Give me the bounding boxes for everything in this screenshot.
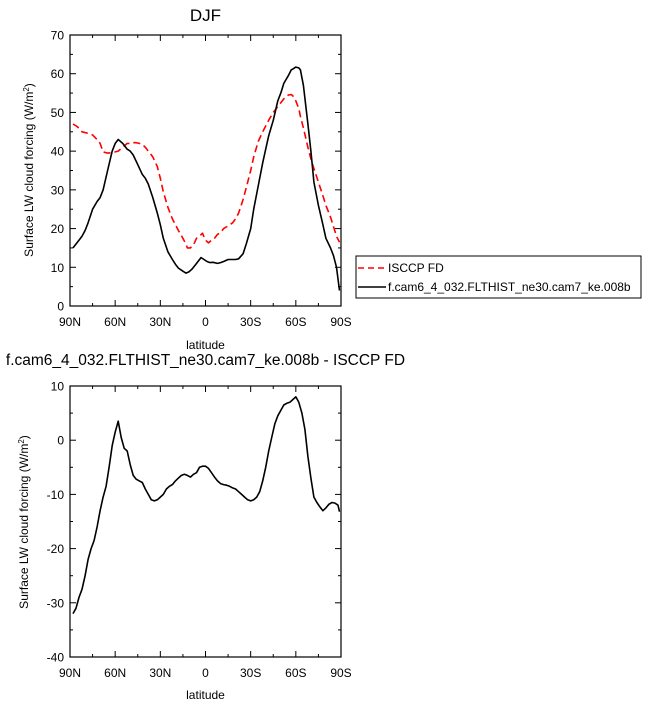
top-chart-x-axis-label: latitude bbox=[186, 338, 225, 352]
bottom-chart-x-tick-label: 90N bbox=[59, 666, 81, 680]
top-chart-x-tick-label: 30S bbox=[240, 315, 261, 329]
bottom-chart-y-tick-label: 10 bbox=[51, 380, 65, 394]
bottom-chart-x-tick-label: 60N bbox=[104, 666, 126, 680]
top-chart-title: DJF bbox=[190, 6, 221, 25]
top-chart-y-axis-label-main: Surface LW cloud forcing (W/m bbox=[22, 92, 36, 257]
bottom-chart-y-tick-label: -20 bbox=[47, 542, 65, 556]
bottom-chart-y-tick-label: -30 bbox=[47, 596, 65, 610]
bottom-chart-x-tick-label: 90S bbox=[330, 666, 351, 680]
top-chart-x-tick-label: 30N bbox=[149, 315, 171, 329]
top-chart-series-line-0 bbox=[72, 93, 341, 249]
top-chart-x-tick-label: 60S bbox=[285, 315, 306, 329]
bottom-chart-y-axis-label-sup: 2 bbox=[17, 439, 26, 444]
top-chart-legend: ISCCP FD f.cam6_4_032.FLTHIST_ne30.cam7_… bbox=[355, 255, 642, 299]
top-chart-y-tick-label: 70 bbox=[51, 29, 65, 43]
top-chart-y-tick-label: 60 bbox=[51, 67, 65, 81]
top-chart-x-tick-label: 90S bbox=[330, 315, 351, 329]
legend-label-model: f.cam6_4_032.FLTHIST_ne30.cam7_ke.008b bbox=[388, 280, 631, 294]
bottom-chart-series-line-0 bbox=[72, 395, 341, 614]
top-chart-x-tick-label: 90N bbox=[59, 315, 81, 329]
bottom-chart-x-axis-label: latitude bbox=[186, 688, 225, 702]
top-chart-y-axis-label-sup: 2 bbox=[22, 87, 31, 92]
bottom-chart-y-axis-label-main: Surface LW cloud forcing (W/m bbox=[17, 444, 31, 609]
bottom-chart-y-tick-label: 0 bbox=[57, 434, 64, 448]
bottom-chart-y-tick-label: -10 bbox=[47, 488, 65, 502]
top-chart-frame bbox=[69, 34, 342, 307]
bottom-chart-plot-area: -40 -30 -20 -10 0 10 90N 60N 30N 0 30S 60S 90S bbox=[47, 380, 352, 681]
legend-box bbox=[355, 255, 642, 299]
top-chart-y-tick-label: 30 bbox=[51, 183, 65, 197]
bottom-chart-y-tick-label: -40 bbox=[47, 651, 65, 665]
bottom-chart-y-axis-label-close: ) bbox=[17, 435, 31, 439]
bottom-chart-x-tick-label: 30N bbox=[149, 666, 171, 680]
bottom-chart-x-tick-label: 60S bbox=[285, 666, 306, 680]
legend-label-isccp: ISCCP FD bbox=[388, 261, 444, 275]
top-chart-y-axis-label: Surface LW cloud forcing (W/m2) bbox=[22, 83, 37, 257]
top-chart-panel: DJF Surface LW cloud forcing (W/m2) 0 10 2… bbox=[22, 6, 642, 352]
bottom-chart-y-axis-label: Surface LW cloud forcing (W/m2) bbox=[17, 435, 32, 609]
top-chart-y-axis-label-close: ) bbox=[22, 83, 36, 87]
top-chart-y-tick-label: 40 bbox=[51, 145, 65, 159]
bottom-chart-panel: f.cam6_4_032.FLTHIST_ne30.cam7_ke.008b -… bbox=[6, 352, 405, 702]
top-chart-series-line-1 bbox=[72, 66, 341, 291]
top-chart-plot-area: 0 10 20 30 40 50 60 70 90N 60N 30N 0 30S 60S 90S bbox=[51, 29, 352, 330]
top-chart-y-tick-label: 0 bbox=[57, 300, 64, 314]
top-chart-y-tick-label: 20 bbox=[51, 222, 65, 236]
top-chart-y-tick-label: 10 bbox=[51, 261, 65, 275]
bottom-chart-x-tick-label: 0 bbox=[202, 666, 209, 680]
top-chart-x-tick-label: 0 bbox=[202, 315, 209, 329]
bottom-chart-title: f.cam6_4_032.FLTHIST_ne30.cam7_ke.008b -… bbox=[6, 352, 405, 369]
bottom-chart-frame bbox=[69, 385, 342, 658]
bottom-chart-x-tick-label: 30S bbox=[240, 666, 261, 680]
top-chart-y-tick-label: 50 bbox=[51, 106, 65, 120]
top-chart-x-tick-label: 60N bbox=[104, 315, 126, 329]
